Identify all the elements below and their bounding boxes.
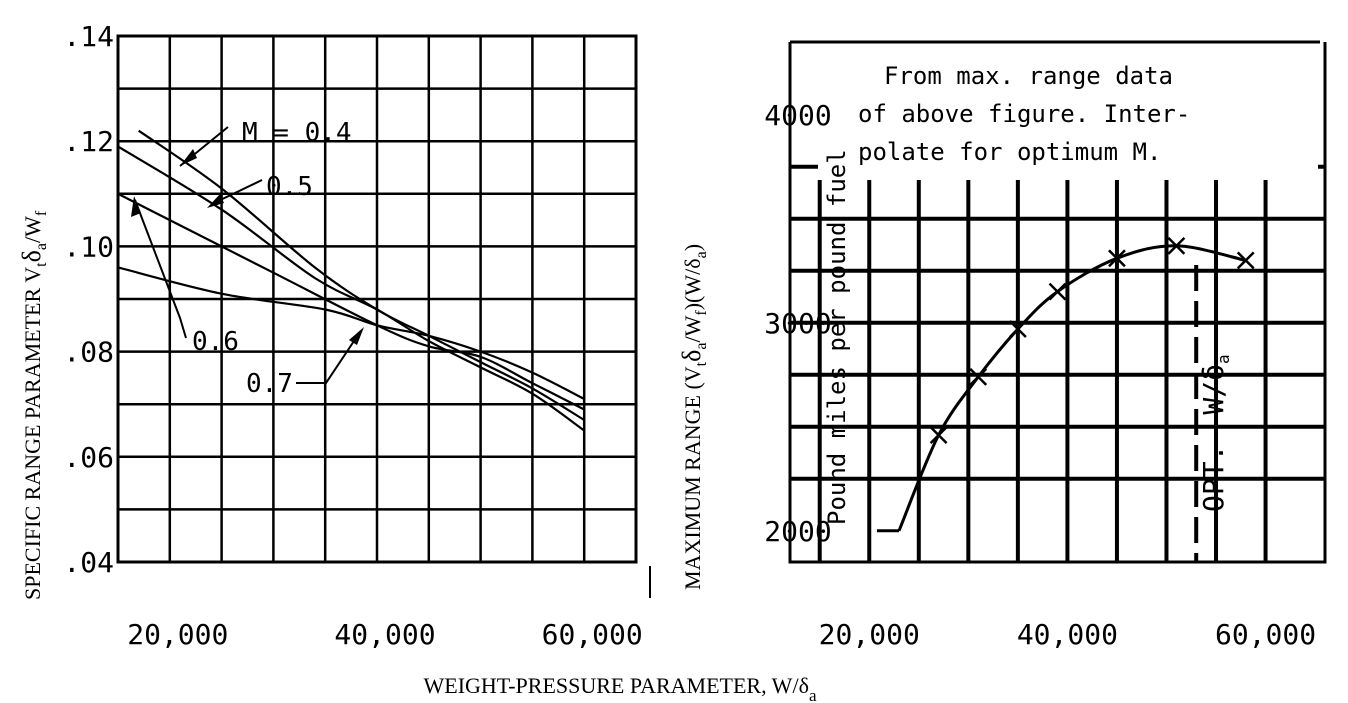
right-series-line	[897, 244, 1247, 532]
right-series-marker	[1236, 251, 1255, 270]
annotation-06: 0.6	[192, 327, 239, 357]
right-grid	[790, 164, 1325, 562]
left-y-tick-label: .10	[63, 230, 114, 263]
maximum-range-chart: 2000 3000 4000 From max. range data of abo…	[677, 40, 1327, 651]
left-x-tick-label: 60,000	[542, 618, 643, 651]
right-y-axis-inner-label: Pound miles per pound fuel	[823, 149, 851, 525]
x-axis-label: WEIGHT-PRESSURE PARAMETER, W/δa	[424, 673, 817, 703]
right-series-marker	[969, 367, 988, 386]
right-x-tick-labels: 20,000 40,000 60,000	[819, 618, 1316, 651]
left-annotations: M = 0.4 0.5 0.6 0.7	[131, 118, 364, 399]
right-y-tick-label: 4000	[764, 99, 831, 132]
left-y-tick-labels: .04 .06 .08 .10 .12 .14	[63, 20, 114, 579]
note-line-1: From max. range data	[884, 62, 1173, 90]
left-y-tick-label: .04	[63, 546, 114, 579]
optimum-marker: OPT.W/δa	[1194, 265, 1233, 562]
annotation-leader-07	[296, 331, 361, 384]
left-series-line-2	[117, 192, 585, 411]
right-y-axis-label: MAXIMUM RANGE (Vtδa/Wf)(W/δa)	[677, 244, 710, 590]
right-y-tick-label: 2000	[764, 515, 831, 548]
optimum-label: OPT.W/δa	[1197, 354, 1233, 512]
right-series-marker	[929, 426, 948, 445]
right-plot-frame	[788, 42, 1327, 564]
annotation-arrow-m04	[180, 149, 197, 166]
left-series-line-1	[117, 145, 585, 432]
left-series-line-3	[117, 266, 585, 400]
annotation-arrow-07	[349, 327, 364, 345]
left-x-tick-labels: 20,000 40,000 60,000	[127, 618, 643, 651]
specific-range-chart: .04 .06 .08 .10 .12 .14 M = 0.4 0.5 0.6 0.7 S…	[17, 20, 651, 651]
left-plot-frame	[116, 34, 638, 564]
left-y-tick-label: .14	[63, 20, 114, 53]
right-series-marker	[1048, 282, 1067, 301]
note-background	[818, 52, 1318, 180]
right-series-group	[876, 236, 1255, 533]
left-grid	[118, 36, 636, 562]
right-series-marker	[1008, 320, 1027, 338]
left-y-tick-label: .08	[63, 336, 114, 369]
right-y-tick-label: 3000	[764, 307, 831, 340]
left-y-tick-label: .12	[63, 125, 114, 158]
annotation-arrow-05	[207, 194, 224, 208]
right-series-marker	[1167, 236, 1186, 255]
right-y-tick-labels: 2000 3000 4000	[764, 99, 831, 548]
left-series-line-0	[138, 129, 585, 421]
right-x-tick-label: 60,000	[1215, 618, 1316, 651]
left-y-axis-label: SPECIFIC RANGE PARAMETER Vtδa/Wf	[17, 210, 50, 600]
annotation-m04: M = 0.4	[242, 118, 352, 148]
left-y-tick-label: .06	[63, 441, 114, 474]
right-x-tick-label: 40,000	[1017, 618, 1118, 651]
annotation-arrow-06	[131, 196, 141, 217]
annotation-05: 0.5	[266, 172, 313, 202]
right-series-marker	[1108, 249, 1126, 268]
annotation-leader-06	[134, 199, 187, 339]
right-x-tick-label: 20,000	[819, 618, 920, 651]
left-x-tick-label: 40,000	[334, 618, 435, 651]
range-note: From max. range data of above figure. In…	[858, 62, 1190, 166]
note-line-3: polate for optimum M.	[858, 138, 1161, 166]
note-line-2: of above figure. Inter-	[858, 100, 1190, 128]
annotation-07: 0.7	[246, 369, 293, 399]
left-series-group	[117, 129, 585, 432]
left-x-tick-label: 20,000	[127, 618, 228, 651]
